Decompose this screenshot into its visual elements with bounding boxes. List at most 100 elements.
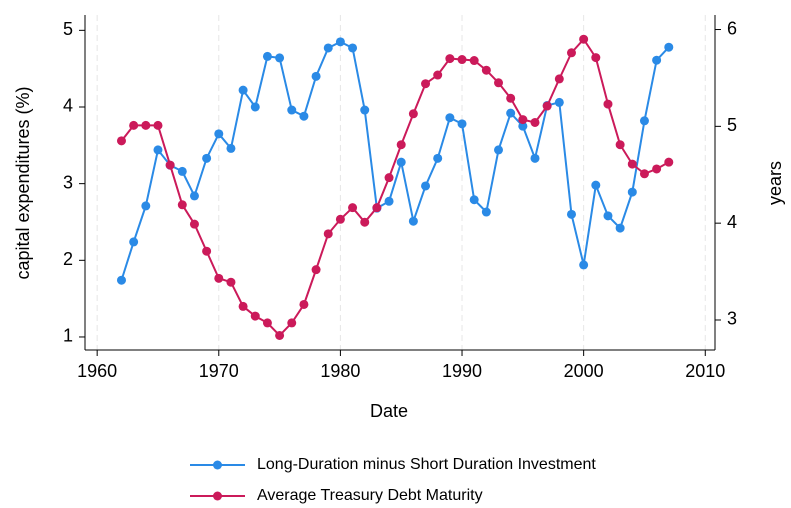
series-marker: [506, 108, 516, 118]
x-tick-label: 1970: [199, 361, 239, 381]
x-tick-label: 1990: [442, 361, 482, 381]
series-marker: [348, 203, 358, 213]
series-marker: [226, 277, 236, 287]
x-tick-label: 1980: [320, 361, 360, 381]
series-marker: [238, 301, 248, 311]
series-marker: [141, 120, 151, 130]
series-marker: [275, 330, 285, 340]
series-marker: [250, 311, 260, 321]
y2-tick-label: 4: [727, 212, 737, 232]
series-marker: [238, 85, 248, 95]
series-marker: [348, 43, 358, 53]
series-marker: [457, 55, 467, 65]
series-marker: [421, 79, 431, 89]
series-marker: [603, 99, 613, 109]
series-marker: [530, 117, 540, 127]
series-marker: [603, 211, 613, 221]
series-marker: [554, 74, 564, 84]
series-marker: [627, 187, 637, 197]
series-marker: [639, 169, 649, 179]
series-marker: [506, 93, 516, 103]
x-tick-label: 2010: [685, 361, 725, 381]
series-marker: [627, 159, 637, 169]
series-marker: [141, 201, 151, 211]
series-marker: [469, 195, 479, 205]
y-tick-label: 1: [63, 326, 73, 346]
series-marker: [323, 43, 333, 53]
series-marker: [153, 120, 163, 130]
series-marker: [202, 153, 212, 163]
series-marker: [579, 34, 589, 44]
series-marker: [615, 140, 625, 150]
series-marker: [384, 196, 394, 206]
series-marker: [408, 109, 418, 119]
y-tick-label: 3: [63, 172, 73, 192]
y2-tick-label: 6: [727, 18, 737, 38]
series-marker: [518, 115, 528, 125]
series-marker: [652, 55, 662, 65]
series-marker: [566, 48, 576, 58]
series-marker: [433, 70, 443, 80]
series-marker: [129, 237, 139, 247]
series-marker: [360, 105, 370, 115]
series-marker: [275, 53, 285, 63]
y2-tick-label: 3: [727, 309, 737, 329]
series-marker: [116, 275, 126, 285]
y-tick-label: 4: [63, 96, 73, 116]
series-marker: [299, 111, 309, 121]
series-line: [120, 37, 670, 337]
series-marker: [494, 145, 504, 155]
series-marker: [481, 207, 491, 217]
series-marker: [299, 299, 309, 309]
series-marker: [615, 223, 625, 233]
series-marker: [591, 180, 601, 190]
series-marker: [360, 217, 370, 227]
series-marker: [287, 318, 297, 328]
series-marker: [396, 157, 406, 167]
series-marker: [311, 71, 321, 81]
series-marker: [469, 56, 479, 66]
series-marker: [177, 200, 187, 210]
series-marker: [214, 273, 224, 283]
y-tick-label: 2: [63, 249, 73, 269]
series-marker: [530, 153, 540, 163]
legend-label: Long-Duration minus Short Duration Inves…: [257, 456, 596, 473]
series-marker: [165, 160, 175, 170]
series-marker: [445, 54, 455, 64]
series-marker: [664, 42, 674, 52]
y2-axis-label: years: [765, 161, 785, 205]
series-marker: [262, 51, 272, 61]
x-tick-label: 2000: [564, 361, 604, 381]
series-marker: [445, 113, 455, 123]
series-marker: [129, 120, 139, 130]
legend-marker: [213, 491, 222, 501]
series-marker: [433, 153, 443, 163]
x-axis-label: Date: [370, 401, 408, 421]
series-marker: [372, 203, 382, 213]
legend-label: Average Treasury Debt Maturity: [257, 487, 483, 504]
series-marker: [226, 143, 236, 153]
x-tick-label: 1960: [77, 361, 117, 381]
series-marker: [189, 191, 199, 201]
series-marker: [421, 181, 431, 191]
series-marker: [591, 53, 601, 63]
series-marker: [214, 129, 224, 139]
series-marker: [494, 78, 504, 88]
series-marker: [335, 214, 345, 224]
y-axis-label: capital expenditures (%): [13, 86, 33, 279]
series-marker: [116, 136, 126, 146]
series-marker: [518, 121, 528, 131]
series-marker: [189, 219, 199, 229]
series-marker: [457, 119, 467, 129]
legend-marker: [213, 460, 222, 470]
series-marker: [481, 65, 491, 75]
series-marker: [664, 157, 674, 167]
series-marker: [287, 105, 297, 115]
y2-tick-label: 5: [727, 115, 737, 135]
series-marker: [311, 265, 321, 275]
series-marker: [153, 145, 163, 155]
series-line: [120, 40, 670, 281]
series-marker: [408, 216, 418, 226]
y-tick-label: 5: [63, 19, 73, 39]
